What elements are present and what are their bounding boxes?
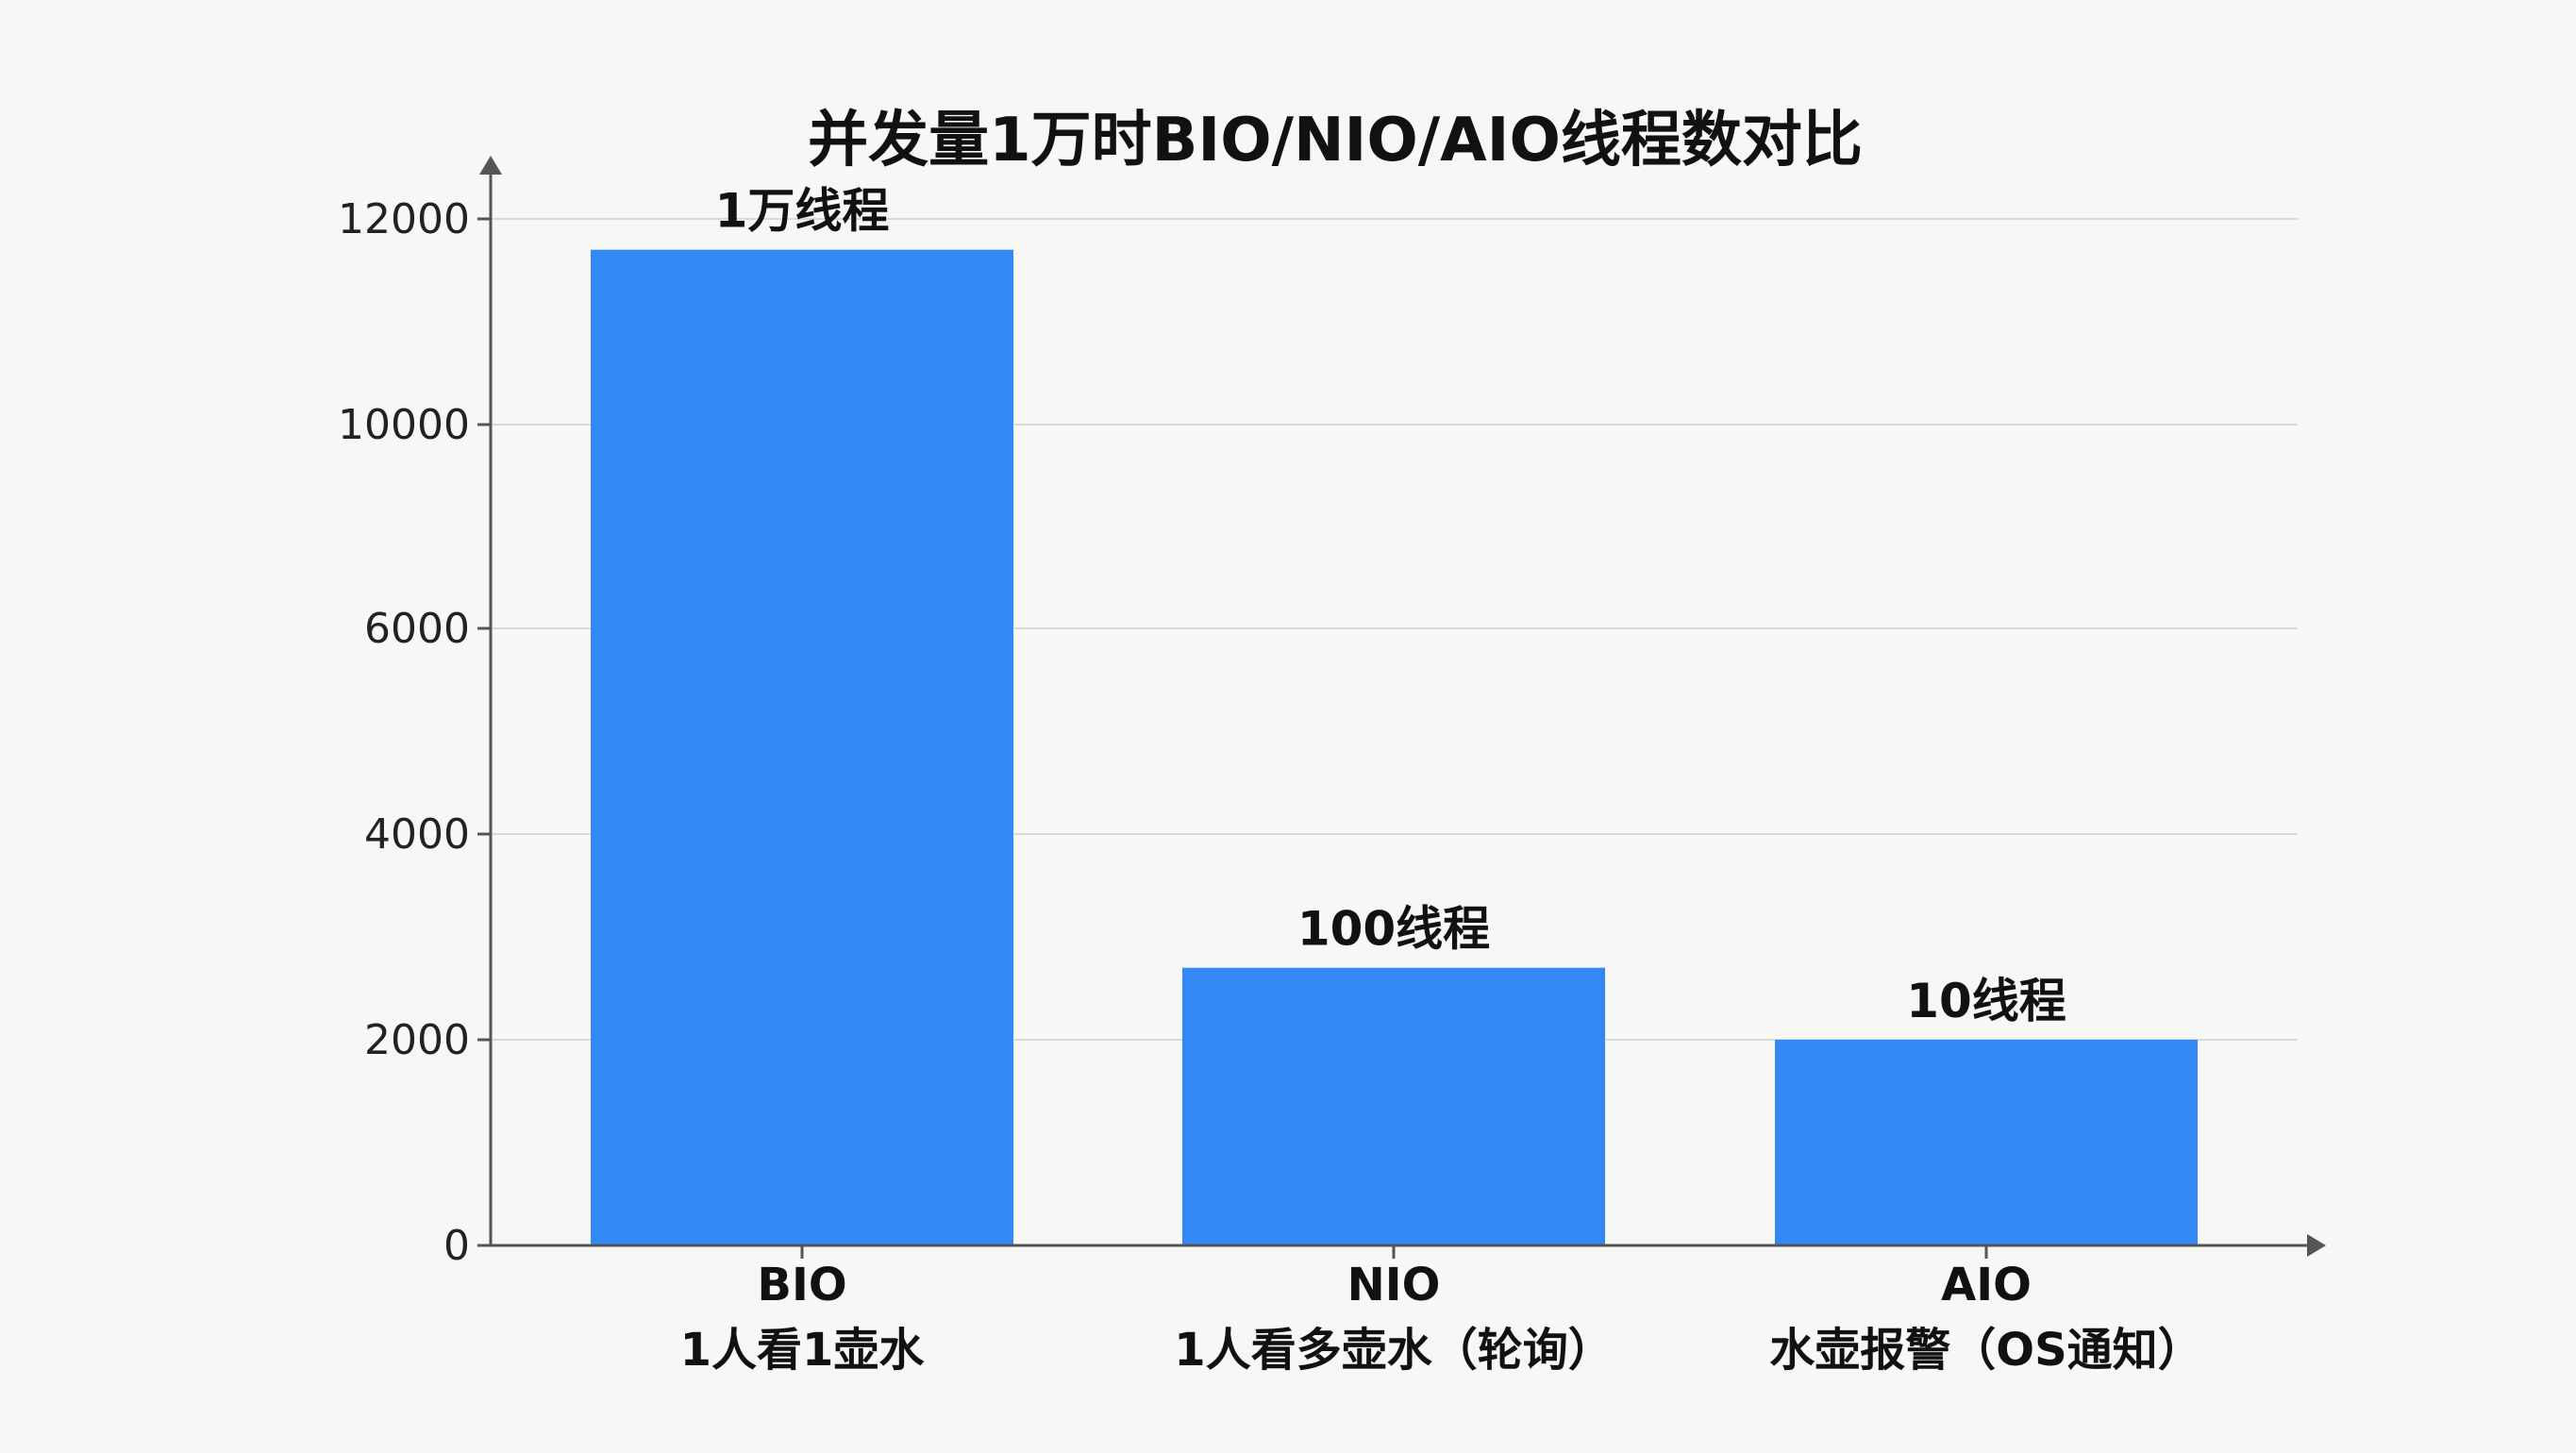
data-label-aio: 10线程 bbox=[1906, 974, 2066, 1028]
x-axis-arrow bbox=[2307, 1234, 2326, 1257]
y-tick-label: 12000 bbox=[338, 195, 470, 243]
category-sublabel: 水壶报警（OS通知） bbox=[1769, 1324, 2202, 1377]
y-axis-arrow bbox=[479, 156, 502, 175]
y-tick-label: 0 bbox=[443, 1222, 470, 1270]
bars bbox=[591, 249, 2198, 1246]
category-sublabel: 1人看1壶水 bbox=[680, 1324, 926, 1377]
bar-bio bbox=[591, 249, 1013, 1246]
y-tick-label: 6000 bbox=[364, 605, 470, 653]
labels: 0 2000 4000 6000 10000 12000 1万线程 BIO 1人看1壶水 100线… bbox=[338, 184, 2203, 1377]
y-tick-label: 10000 bbox=[338, 401, 470, 449]
bar-aio bbox=[1775, 1040, 2198, 1245]
category-label: BIO bbox=[757, 1259, 846, 1311]
y-tick-label: 4000 bbox=[364, 810, 470, 859]
y-tick-label: 2000 bbox=[364, 1016, 470, 1064]
category-sublabel: 1人看多壶水（轮询） bbox=[1174, 1324, 1613, 1377]
data-label-nio: 100线程 bbox=[1297, 902, 1490, 957]
bar-nio bbox=[1182, 967, 1605, 1245]
axes bbox=[477, 156, 2326, 1259]
category-label: AIO bbox=[1941, 1259, 2032, 1311]
category-label: NIO bbox=[1347, 1259, 1441, 1311]
data-label-bio: 1万线程 bbox=[715, 184, 890, 239]
chart-title: 并发量1万时BIO/NIO/AIO线程数对比 bbox=[808, 106, 1863, 175]
